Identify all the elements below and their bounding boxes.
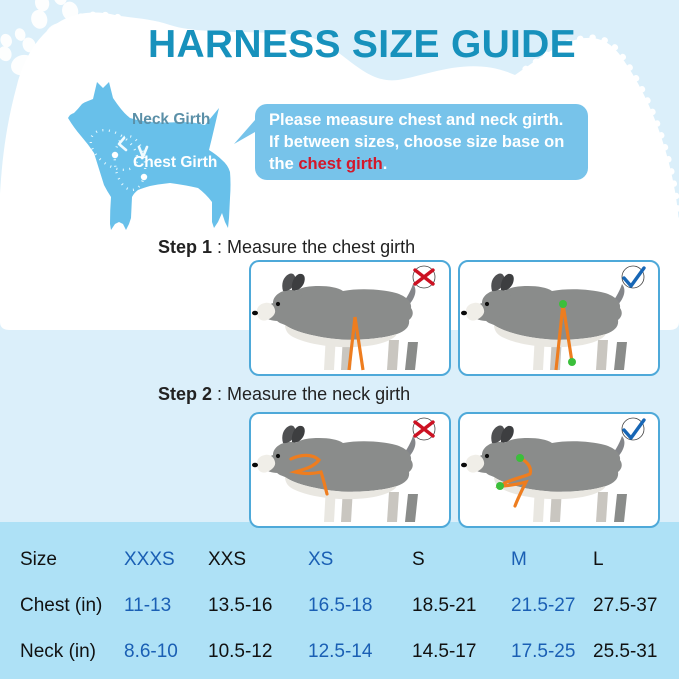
svg-text:Neck Girth: Neck Girth bbox=[132, 111, 210, 128]
svg-text:Chest Girth: Chest Girth bbox=[133, 154, 217, 171]
